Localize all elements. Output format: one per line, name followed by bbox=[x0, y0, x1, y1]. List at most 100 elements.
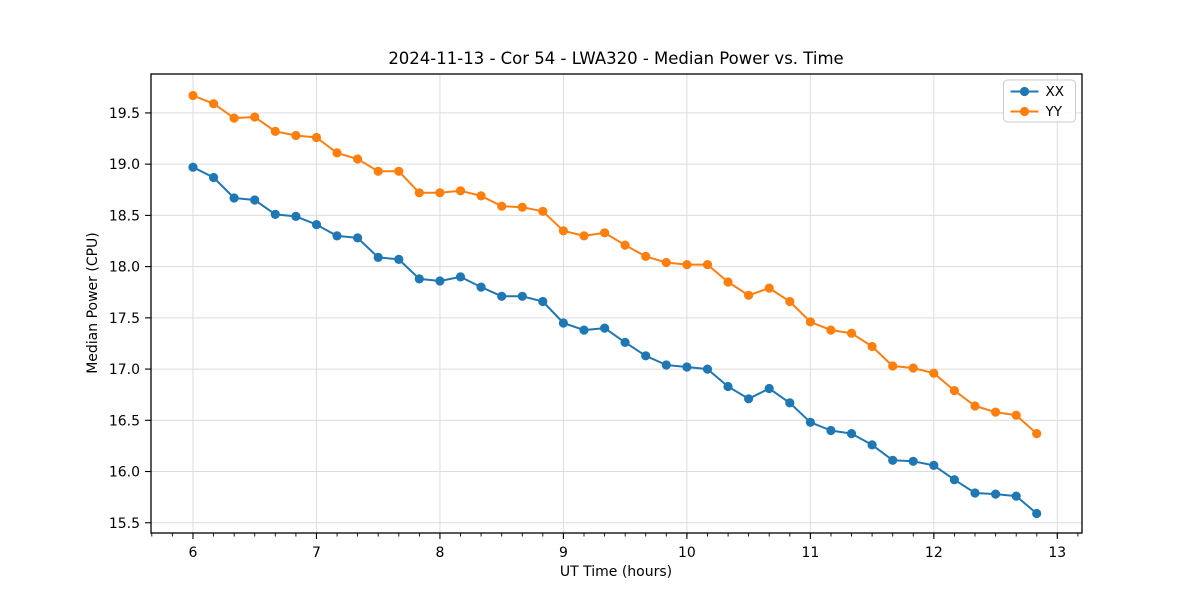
y-tick-label: 19.5 bbox=[109, 106, 140, 122]
data-point-xx bbox=[744, 394, 754, 404]
data-point-yy bbox=[949, 386, 960, 396]
series-yy bbox=[188, 90, 1042, 439]
data-point-yy bbox=[702, 260, 713, 270]
y-axis-label: Median Power (CPU) bbox=[85, 232, 101, 374]
data-point-xx bbox=[311, 220, 322, 230]
data-point-yy bbox=[353, 154, 363, 164]
data-point-xx bbox=[579, 325, 589, 335]
x-tick-label: 11 bbox=[801, 545, 819, 561]
data-point-xx bbox=[497, 291, 507, 301]
x-axis-label: UT Time (hours) bbox=[560, 564, 672, 580]
data-point-yy bbox=[332, 148, 342, 158]
data-point-yy bbox=[394, 166, 404, 176]
data-point-xx bbox=[867, 440, 877, 450]
data-point-xx bbox=[641, 351, 651, 361]
data-point-xx bbox=[620, 337, 630, 347]
data-point-yy bbox=[455, 186, 466, 196]
x-tick-label: 6 bbox=[189, 545, 198, 561]
data-point-yy bbox=[991, 407, 1001, 417]
data-point-xx bbox=[702, 364, 713, 374]
data-point-yy bbox=[764, 283, 774, 293]
axes: 6 7 8 9 10 11 12 13 15.5 16.0 16.5 17.0 17.5 18.0 18.5… bbox=[109, 73, 1083, 561]
legend-label-yy: YY bbox=[1045, 104, 1063, 120]
x-tick-label: 8 bbox=[435, 545, 444, 561]
data-point-xx bbox=[949, 475, 960, 485]
data-point-xx bbox=[888, 455, 898, 465]
data-point-xx bbox=[1032, 508, 1042, 519]
legend-label-xx: XX bbox=[1046, 84, 1065, 100]
data-point-yy bbox=[209, 99, 219, 109]
data-point-yy bbox=[641, 251, 651, 261]
data-point-xx bbox=[209, 172, 219, 183]
legend-box bbox=[1003, 79, 1076, 123]
data-point-yy bbox=[414, 188, 424, 198]
data-point-yy bbox=[558, 226, 569, 236]
data-point-xx bbox=[517, 291, 527, 301]
plot-border bbox=[150, 73, 1083, 534]
data-point-xx bbox=[723, 381, 733, 392]
data-point-xx bbox=[270, 209, 280, 219]
data-point-xx bbox=[908, 456, 918, 466]
data-point-xx bbox=[661, 360, 671, 370]
x-tick-label: 7 bbox=[312, 545, 321, 561]
data-point-yy bbox=[497, 201, 507, 211]
x-tick-label: 12 bbox=[925, 545, 943, 561]
data-point-yy bbox=[929, 368, 939, 378]
x-tick-label: 9 bbox=[559, 545, 568, 561]
data-point-xx bbox=[764, 383, 774, 394]
data-point-yy bbox=[846, 328, 857, 338]
data-point-xx bbox=[455, 272, 466, 282]
y-tick-label: 17.5 bbox=[109, 311, 140, 327]
data-point-xx bbox=[435, 276, 445, 286]
data-point-xx bbox=[846, 429, 857, 439]
series-line-yy bbox=[192, 94, 1038, 435]
data-point-xx bbox=[353, 233, 363, 243]
chart-title: 2024-11-13 - Cor 54 - LWA320 - Median Po… bbox=[388, 49, 843, 68]
data-point-yy bbox=[888, 361, 898, 371]
data-point-xx bbox=[291, 211, 301, 221]
data-point-yy bbox=[435, 188, 445, 198]
data-point-yy bbox=[826, 325, 836, 335]
data-point-yy bbox=[291, 130, 301, 141]
legend-marker bbox=[1019, 86, 1030, 97]
data-point-xx bbox=[558, 318, 569, 328]
data-point-xx bbox=[1011, 491, 1021, 501]
data-point-yy bbox=[229, 113, 239, 123]
x-tick-label: 10 bbox=[678, 545, 696, 561]
data-point-xx bbox=[785, 398, 795, 408]
data-point-xx bbox=[229, 193, 239, 203]
x-tick-label: 13 bbox=[1048, 545, 1066, 561]
data-point-xx bbox=[970, 488, 980, 498]
data-point-xx bbox=[394, 254, 404, 264]
data-point-xx bbox=[600, 323, 610, 333]
data-point-yy bbox=[538, 206, 548, 216]
legend: XX YY bbox=[1003, 79, 1076, 123]
data-point-yy bbox=[188, 90, 198, 101]
data-point-yy bbox=[1011, 410, 1021, 420]
data-point-yy bbox=[908, 363, 918, 373]
data-point-xx bbox=[991, 489, 1001, 499]
data-point-yy bbox=[661, 257, 671, 268]
data-point-yy bbox=[373, 166, 383, 176]
data-point-yy bbox=[250, 112, 260, 122]
data-point-yy bbox=[723, 277, 733, 287]
y-tick-label: 18.0 bbox=[109, 260, 140, 276]
data-point-yy bbox=[867, 341, 877, 352]
series-xx bbox=[188, 162, 1042, 519]
data-point-yy bbox=[270, 126, 280, 136]
data-point-xx bbox=[826, 425, 836, 436]
data-point-xx bbox=[682, 362, 692, 372]
data-point-xx bbox=[414, 274, 424, 284]
y-tick-label: 19.0 bbox=[109, 157, 140, 173]
y-tick-label: 18.5 bbox=[109, 208, 140, 224]
data-point-xx bbox=[250, 195, 260, 205]
data-point-xx bbox=[538, 296, 548, 307]
data-point-yy bbox=[311, 132, 322, 143]
data-point-yy bbox=[476, 191, 486, 201]
data-point-xx bbox=[373, 252, 383, 262]
data-point-yy bbox=[785, 296, 795, 307]
data-point-yy bbox=[600, 228, 610, 238]
data-point-xx bbox=[805, 417, 816, 427]
legend-marker bbox=[1019, 106, 1030, 117]
